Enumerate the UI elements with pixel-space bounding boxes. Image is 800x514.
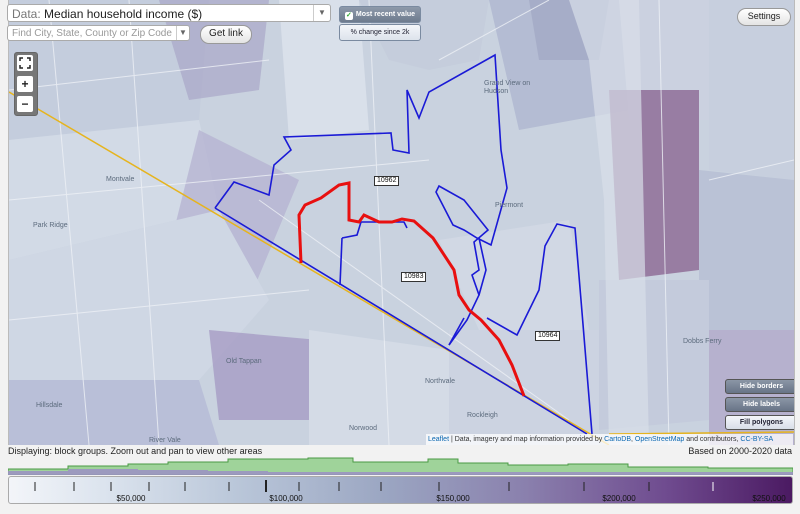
map-canvas[interactable]: [9, 0, 794, 445]
leaflet-link[interactable]: Leaflet: [428, 436, 450, 443]
search-placeholder: Find City, State, County or Zip Code: [12, 28, 172, 39]
fullscreen-button[interactable]: [17, 55, 33, 71]
legend-tick-label: $150,000: [436, 494, 470, 503]
legend-tick-label: $250,000: [752, 494, 786, 503]
place-label: Northvale: [425, 378, 455, 385]
zoom-in-button[interactable]: +: [17, 76, 33, 92]
osm-link[interactable]: OpenStreetMap: [634, 436, 685, 443]
place-label: Hillsdale: [36, 402, 63, 409]
place-label: Rockleigh: [467, 412, 498, 419]
place-label: Old Tappan: [226, 358, 262, 365]
hide-borders-button[interactable]: Hide borders: [725, 379, 794, 394]
attribution-rest: and contributors,: [686, 436, 739, 443]
legend-scale: $50,000 $100,000 $150,000 $200,000 $250,…: [8, 476, 793, 504]
zip-label: 10983: [401, 272, 427, 282]
most-recent-label: Most recent value: [355, 11, 416, 18]
based-on-text: Based on 2000-2020 data: [688, 446, 792, 456]
legend-ticks: [34, 480, 714, 492]
check-icon: ✓: [344, 12, 353, 20]
legend-tick-label: $200,000: [602, 494, 636, 503]
get-link-button[interactable]: Get link: [200, 25, 252, 44]
zoom-controls: + −: [14, 52, 38, 116]
legend-tick-label: $50,000: [116, 494, 146, 503]
place-label: Montvale: [106, 176, 135, 183]
license-link[interactable]: CC-BY-SA: [740, 436, 774, 443]
place-label: Norwood: [349, 425, 378, 432]
place-label: River Vale: [149, 437, 181, 444]
status-text: Displaying: block groups. Zoom out and p…: [8, 446, 263, 456]
data-select[interactable]: Data: Median household income ($) ▼: [7, 4, 331, 22]
zip-label: 10962: [374, 176, 400, 186]
attribution-text: | Data, imagery and map information prov…: [450, 436, 603, 443]
place-label: Piermont: [495, 202, 524, 209]
change-since-toggle[interactable]: % change since 2k: [339, 24, 421, 41]
search-input[interactable]: Find City, State, County or Zip Code ▼: [7, 25, 190, 41]
map[interactable]: Grand View on Hudson Piermont Montvale P…: [8, 0, 795, 445]
cartodb-link[interactable]: CartoDB: [604, 436, 632, 443]
place-label: Park Ridge: [33, 222, 68, 229]
fill-polygons-button[interactable]: Fill polygons: [725, 415, 794, 430]
fullscreen-icon: [19, 57, 31, 69]
chevron-down-icon: ▼: [313, 5, 330, 21]
chevron-down-icon: ▼: [176, 26, 189, 40]
place-label: Dobbs Ferry: [683, 338, 722, 345]
zoom-out-button[interactable]: −: [17, 96, 33, 112]
data-label: Data:: [12, 7, 41, 21]
place-label: Grand View on Hudson: [484, 80, 531, 95]
histogram: [8, 457, 793, 475]
settings-button[interactable]: Settings: [737, 8, 791, 26]
most-recent-toggle[interactable]: ✓ Most recent value: [339, 6, 421, 23]
map-attribution: Leaflet | Data, imagery and map informat…: [426, 434, 793, 445]
legend-tick-label: $100,000: [269, 494, 303, 503]
data-value: Median household income ($): [44, 7, 203, 21]
zip-label: 10964: [535, 331, 561, 341]
hide-labels-button[interactable]: Hide labels: [725, 397, 794, 412]
